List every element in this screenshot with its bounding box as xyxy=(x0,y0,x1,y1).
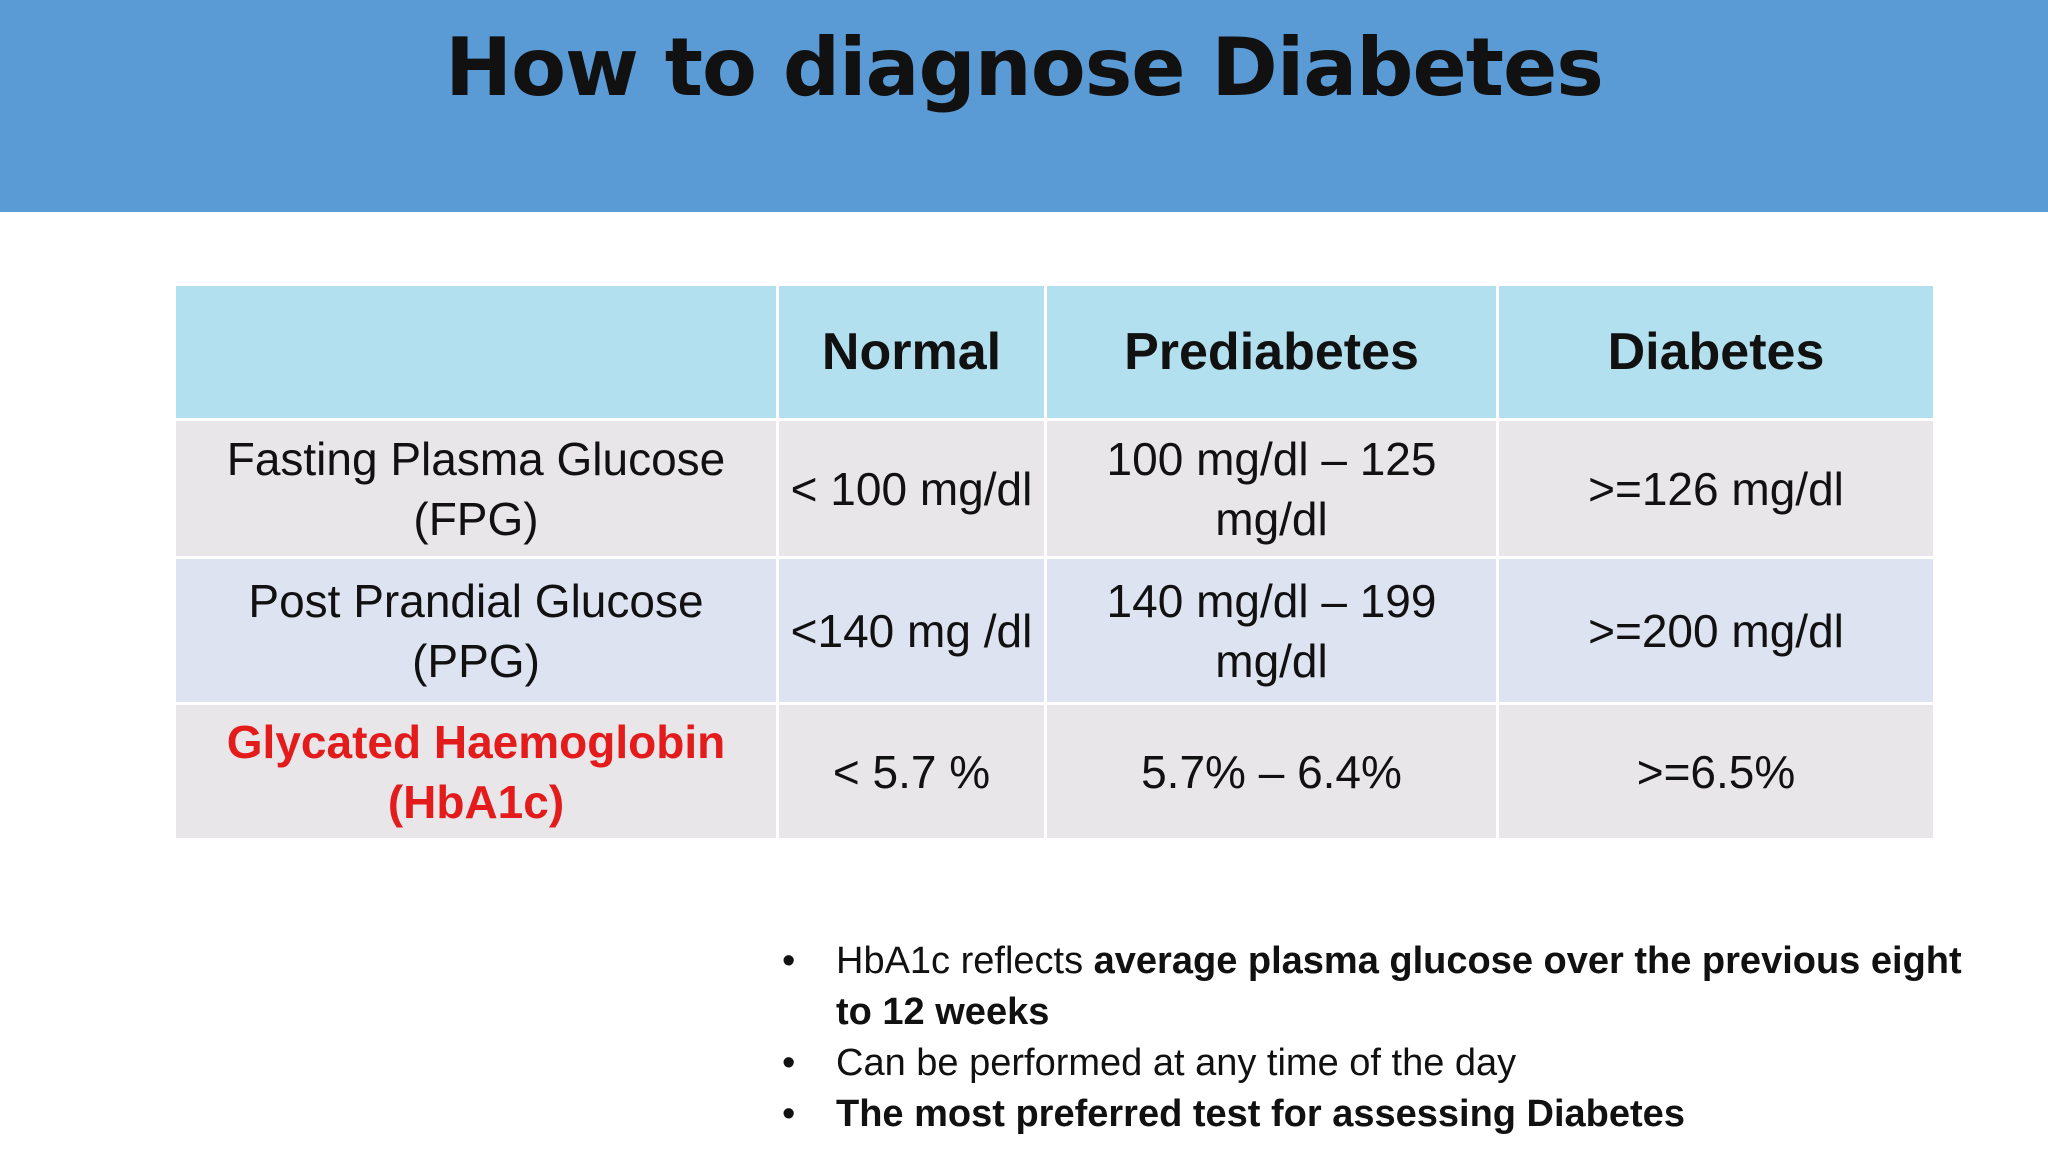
cell-normal: <140 mg /dl xyxy=(776,556,1047,705)
bullet: • xyxy=(782,1042,796,1084)
cell-diabetes-value: >=126 mg/dl xyxy=(1588,462,1844,515)
note-plain: HbA1c reflects xyxy=(836,940,1094,982)
note-bold: The most preferred test for assessing Di… xyxy=(836,1093,1685,1135)
cell-prediabetes: 140 mg/dl – 199 mg/dl xyxy=(1044,556,1499,705)
table-row-fpg: Fasting Plasma Glucose (FPG) < 100 mg/dl… xyxy=(173,418,1936,559)
row-label-line2: (FPG) xyxy=(413,492,539,545)
notes-list: • HbA1c reflects average plasma glucose o… xyxy=(770,936,1970,1140)
cell-diabetes-value: >=6.5% xyxy=(1636,745,1796,798)
cell-diabetes: >=200 mg/dl xyxy=(1496,556,1936,705)
cell-prediabetes-value: 140 mg/dl – 199 mg/dl xyxy=(1106,574,1437,687)
table-row-ppg: Post Prandial Glucose (PPG) <140 mg /dl … xyxy=(173,556,1936,705)
row-label-cell: Fasting Plasma Glucose (FPG) xyxy=(173,418,779,559)
diagnosis-table: Normal Prediabetes Diabetes Fasting Plas… xyxy=(173,283,1936,841)
table-row-hba1c: Glycated Haemoglobin (HbA1c) < 5.7 % 5.7… xyxy=(173,702,1936,841)
cell-diabetes: >=6.5% xyxy=(1496,702,1936,841)
header-prediabetes: Prediabetes xyxy=(1044,283,1499,421)
title-band xyxy=(0,0,2048,212)
note-plain: Can be performed at any time of the day xyxy=(836,1042,1517,1084)
row-label-line2: (HbA1c) xyxy=(387,775,565,828)
cell-prediabetes-value: 5.7% – 6.4% xyxy=(1141,745,1402,798)
table-header-row: Normal Prediabetes Diabetes xyxy=(173,283,1936,421)
row-label: Glycated Haemoglobin (HbA1c) xyxy=(227,712,725,832)
row-label-line1: Fasting Plasma Glucose xyxy=(226,432,726,485)
cell-prediabetes: 5.7% – 6.4% xyxy=(1044,702,1499,841)
cell-prediabetes: 100 mg/dl – 125 mg/dl xyxy=(1044,418,1499,559)
header-diabetes: Diabetes xyxy=(1496,283,1936,421)
cell-normal-value: <140 mg /dl xyxy=(790,604,1033,657)
cell-diabetes: >=126 mg/dl xyxy=(1496,418,1936,559)
row-label-cell: Post Prandial Glucose (PPG) xyxy=(173,556,779,705)
cell-normal: < 100 mg/dl xyxy=(776,418,1047,559)
cell-diabetes-value: >=200 mg/dl xyxy=(1588,604,1844,657)
row-label: Fasting Plasma Glucose (FPG) xyxy=(227,429,726,549)
cell-normal-value: < 100 mg/dl xyxy=(790,462,1033,515)
cell-normal: < 5.7 % xyxy=(776,702,1047,841)
note-item: • Can be performed at any time of the day xyxy=(770,1038,1970,1089)
row-label-line1: Glycated Haemoglobin xyxy=(226,715,726,768)
bullet: • xyxy=(782,1093,796,1135)
note-bold: average plasma glucose over the previous… xyxy=(836,940,1962,1033)
cell-normal-value: < 5.7 % xyxy=(832,745,991,798)
row-label-cell: Glycated Haemoglobin (HbA1c) xyxy=(173,702,779,841)
header-normal: Normal xyxy=(776,283,1047,421)
cell-prediabetes-value: 100 mg/dl – 125 mg/dl xyxy=(1106,432,1437,545)
slide-title: How to diagnose Diabetes xyxy=(445,21,1604,114)
note-item: • HbA1c reflects average plasma glucose o… xyxy=(770,936,1970,1038)
row-label: Post Prandial Glucose (PPG) xyxy=(248,574,704,687)
header-blank xyxy=(173,283,779,421)
note-item: • The most preferred test for assessing D… xyxy=(770,1089,1970,1140)
bullet: • xyxy=(782,940,796,982)
